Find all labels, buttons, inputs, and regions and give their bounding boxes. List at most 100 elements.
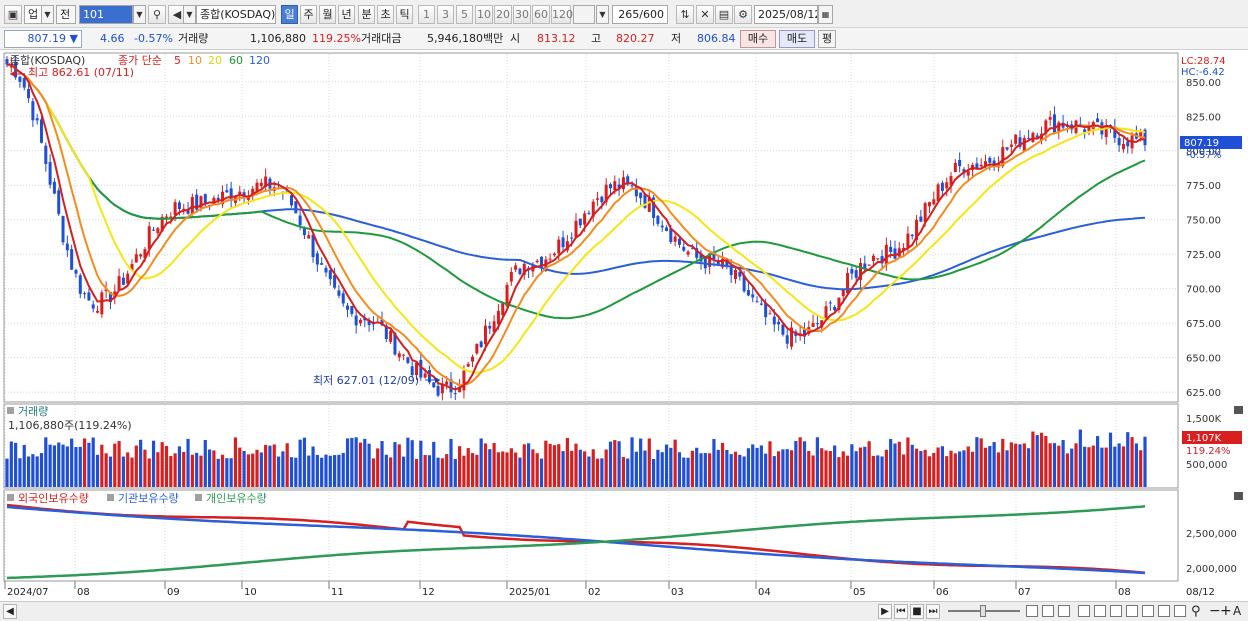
candle-body bbox=[768, 313, 772, 315]
volume-bar bbox=[1074, 443, 1078, 487]
interval-custom-input[interactable] bbox=[573, 5, 595, 24]
tab-second[interactable]: 초 bbox=[377, 5, 394, 24]
chart-tool-icon-7[interactable] bbox=[1174, 605, 1186, 617]
index-code-input[interactable]: 101 bbox=[79, 5, 133, 24]
ma60-line bbox=[7, 63, 1146, 320]
search-icon[interactable]: ⚲ bbox=[148, 5, 166, 24]
sell-button[interactable]: 매도 bbox=[779, 30, 815, 48]
candle-body bbox=[1035, 135, 1039, 138]
volume-panel-close-icon[interactable] bbox=[1234, 406, 1243, 414]
interval-3[interactable]: 3 bbox=[437, 5, 454, 24]
sound-dropdown-icon[interactable]: ▼ bbox=[183, 5, 196, 24]
volume-bar bbox=[910, 444, 914, 487]
volume-bar bbox=[78, 446, 82, 487]
interval-60[interactable]: 60 bbox=[532, 5, 550, 24]
volume-bar bbox=[233, 437, 238, 487]
chart-tool-icon-2[interactable] bbox=[1094, 605, 1106, 617]
period-type-button[interactable]: 전 bbox=[56, 5, 76, 24]
volume-bar bbox=[863, 446, 867, 487]
interval-10[interactable]: 10 bbox=[475, 5, 493, 24]
candle-body bbox=[966, 171, 970, 176]
holdings-panel-close-icon[interactable] bbox=[1234, 492, 1243, 500]
scroll-right-button[interactable]: ▶ bbox=[878, 604, 892, 619]
chart-copy-icon[interactable] bbox=[1042, 605, 1054, 617]
tab-year[interactable]: 년 bbox=[338, 5, 355, 24]
chart-svg[interactable]: 종합(KOSDAQ) 종가 단순 5 10 20 60 120 최고 862.6… bbox=[0, 51, 1248, 601]
scroll-left-button[interactable]: ◀ bbox=[3, 604, 17, 619]
chart-area[interactable]: 종합(KOSDAQ) 종가 단순 5 10 20 60 120 최고 862.6… bbox=[0, 51, 1248, 601]
candle-body bbox=[324, 267, 328, 273]
candle-body bbox=[608, 184, 612, 189]
interval-dropdown-icon[interactable]: ▼ bbox=[596, 5, 609, 24]
candle-body bbox=[665, 227, 669, 231]
count-input[interactable]: 265/600 bbox=[612, 5, 668, 24]
volume-bar bbox=[61, 444, 65, 487]
volume-bar bbox=[716, 449, 720, 487]
volume-bar bbox=[195, 452, 199, 487]
price-panel[interactable] bbox=[3, 52, 1179, 403]
volume-bar bbox=[169, 456, 173, 487]
tab-week[interactable]: 주 bbox=[300, 5, 317, 24]
volume-bar bbox=[578, 449, 582, 487]
avg-button[interactable]: 평 bbox=[818, 30, 836, 48]
save-icon[interactable]: ▤ bbox=[715, 5, 733, 24]
chart-tool-icon-5[interactable] bbox=[1142, 605, 1154, 617]
candle-body bbox=[74, 269, 78, 274]
volume-bar bbox=[82, 438, 87, 487]
chart-print-icon[interactable] bbox=[1058, 605, 1070, 617]
market-dropdown-icon[interactable]: ▼ bbox=[41, 5, 54, 24]
candle-body bbox=[427, 370, 431, 383]
chart-tool-icon-4[interactable] bbox=[1126, 605, 1138, 617]
interval-5[interactable]: 5 bbox=[456, 5, 473, 24]
candle-body bbox=[746, 290, 750, 296]
scroll-end-button[interactable]: ⏭ bbox=[926, 604, 940, 619]
candle-body bbox=[919, 216, 923, 222]
low-value: 806.84 bbox=[697, 32, 736, 45]
cross-line-icon[interactable]: ✕ bbox=[696, 5, 714, 24]
candle-body bbox=[255, 182, 259, 193]
candle-body bbox=[932, 199, 936, 205]
chart-tool-icon-1[interactable] bbox=[1078, 605, 1090, 617]
interval-120[interactable]: 120 bbox=[551, 5, 573, 24]
zoom-out-button[interactable]: − bbox=[1209, 603, 1221, 619]
candle-body bbox=[31, 101, 35, 121]
tab-tick[interactable]: 틱 bbox=[396, 5, 413, 24]
candle-body bbox=[501, 303, 505, 315]
chart-tool-icon-3[interactable] bbox=[1110, 605, 1122, 617]
buy-button[interactable]: 매수 bbox=[740, 30, 776, 48]
zoom-reset-icon[interactable]: ⚲ bbox=[1191, 604, 1201, 619]
interval-20[interactable]: 20 bbox=[494, 5, 512, 24]
chart-tool-icon-6[interactable] bbox=[1158, 605, 1170, 617]
candle-body bbox=[104, 289, 108, 291]
candle-body bbox=[488, 325, 492, 329]
tab-minute[interactable]: 분 bbox=[358, 5, 375, 24]
code-dropdown-icon[interactable]: ▼ bbox=[133, 5, 146, 24]
calendar-icon[interactable]: ▦ bbox=[818, 5, 833, 24]
scroll-stop-button[interactable]: ■ bbox=[910, 604, 924, 619]
gear-icon[interactable]: ⚙ bbox=[734, 5, 752, 24]
layout-icon[interactable]: ▣ bbox=[4, 5, 22, 24]
volume-bar bbox=[927, 456, 932, 487]
tab-day[interactable]: 일 bbox=[281, 5, 298, 24]
scroll-start-button[interactable]: ⏮ bbox=[894, 604, 908, 619]
date-input[interactable]: 2025/08/12 bbox=[754, 5, 818, 24]
volume-bar bbox=[794, 440, 798, 487]
interval-30[interactable]: 30 bbox=[513, 5, 531, 24]
volume-bar bbox=[742, 456, 746, 487]
candle-body bbox=[927, 202, 931, 207]
zoom-slider-thumb[interactable] bbox=[980, 605, 986, 617]
candle-body bbox=[940, 182, 944, 191]
volume-bar bbox=[251, 453, 255, 487]
volume-bar bbox=[501, 451, 505, 487]
candle-body bbox=[126, 273, 130, 284]
tab-month[interactable]: 월 bbox=[319, 5, 336, 24]
candle-body bbox=[626, 176, 630, 183]
candle-type-icon[interactable]: ⇅ bbox=[676, 5, 694, 24]
zoom-in-button[interactable]: + bbox=[1220, 603, 1232, 619]
volume-bar bbox=[397, 444, 401, 487]
volume-bar bbox=[673, 439, 677, 487]
font-size-button[interactable]: A bbox=[1233, 604, 1242, 618]
chart-layout-icon[interactable] bbox=[1026, 605, 1038, 617]
interval-1[interactable]: 1 bbox=[418, 5, 435, 24]
volume-bar bbox=[858, 447, 863, 487]
